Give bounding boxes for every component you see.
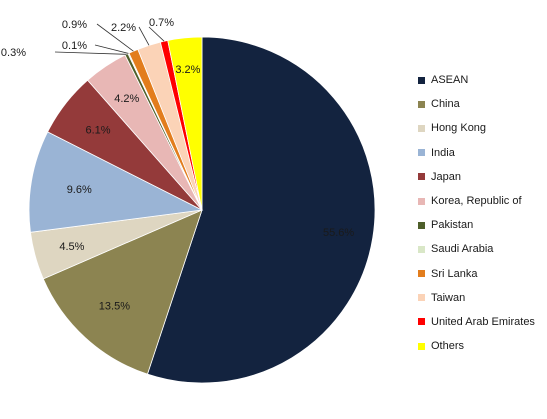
legend-item-china: China <box>418 92 535 116</box>
legend-swatch <box>418 294 425 302</box>
data-label-hong-kong: 4.5% <box>59 241 84 253</box>
data-label-india: 9.6% <box>67 184 92 196</box>
leader-line-saudi-arabia <box>94 44 129 54</box>
legend-label: Others <box>431 340 465 353</box>
data-label-saudi-arabia: 0.1% <box>62 40 87 52</box>
legend-swatch <box>418 270 425 278</box>
slice-india <box>28 131 204 233</box>
legend-item-japan: Japan <box>418 165 535 189</box>
legend-swatch <box>418 149 425 157</box>
legend-swatch <box>418 76 425 84</box>
legend-swatch <box>418 197 425 205</box>
leader-line-united-arab-emirates <box>148 26 165 42</box>
legend-item-saudi-arabia: Saudi Arabia <box>418 237 535 261</box>
data-label-sri-lanka: 0.9% <box>62 19 87 31</box>
data-label-japan: 6.1% <box>85 125 110 137</box>
slice-others <box>167 36 203 211</box>
legend-label: Japan <box>431 170 461 183</box>
legend-item-asean: ASEAN <box>418 68 535 92</box>
legend-swatch <box>418 124 425 132</box>
data-label-korea-republic-of: 4.2% <box>114 93 139 105</box>
leader-line-pakistan <box>54 51 127 55</box>
data-label-china: 13.5% <box>99 301 130 313</box>
legend-item-united-arab-emirates: United Arab Emirates <box>418 310 535 334</box>
legend-item-pakistan: Pakistan <box>418 213 535 237</box>
legend-label: Hong Kong <box>431 122 487 135</box>
legend-item-sri-lanka: Sri Lanka <box>418 262 535 286</box>
legend-label: Saudi Arabia <box>431 243 494 256</box>
slice-asean <box>146 36 376 384</box>
data-label-asean: 55.6% <box>323 227 354 239</box>
legend-item-others: Others <box>418 334 535 358</box>
data-label-others: 3.2% <box>175 64 200 76</box>
data-label-taiwan: 2.2% <box>111 22 136 34</box>
legend-label: Korea, Republic of <box>431 195 522 208</box>
legend-swatch <box>418 100 425 108</box>
legend-swatch <box>418 173 425 181</box>
legend-swatch <box>418 221 425 229</box>
legend-item-korea-republic-of: Korea, Republic of <box>418 189 535 213</box>
legend: ASEAN China Hong Kong India Japan Korea, Repu… <box>418 68 535 358</box>
leader-line-sri-lanka <box>96 23 134 52</box>
data-label-pakistan: 0.3% <box>1 47 26 59</box>
legend-label: Pakistan <box>431 219 474 232</box>
legend-item-taiwan: Taiwan <box>418 286 535 310</box>
legend-item-hong-kong: Hong Kong <box>418 116 535 140</box>
legend-swatch <box>418 245 425 253</box>
slice-china <box>42 209 203 375</box>
legend-label: United Arab Emirates <box>431 315 535 328</box>
legend-label: India <box>431 146 455 159</box>
legend-label: China <box>431 98 460 111</box>
data-label-united-arab-emirates: 0.7% <box>149 17 174 29</box>
legend-swatch <box>418 342 425 350</box>
legend-label: Taiwan <box>431 291 466 304</box>
leader-line-taiwan <box>138 26 150 46</box>
legend-label: Sri Lanka <box>431 267 478 280</box>
legend-item-india: India <box>418 141 535 165</box>
legend-swatch <box>418 318 425 326</box>
legend-label: ASEAN <box>431 74 469 87</box>
